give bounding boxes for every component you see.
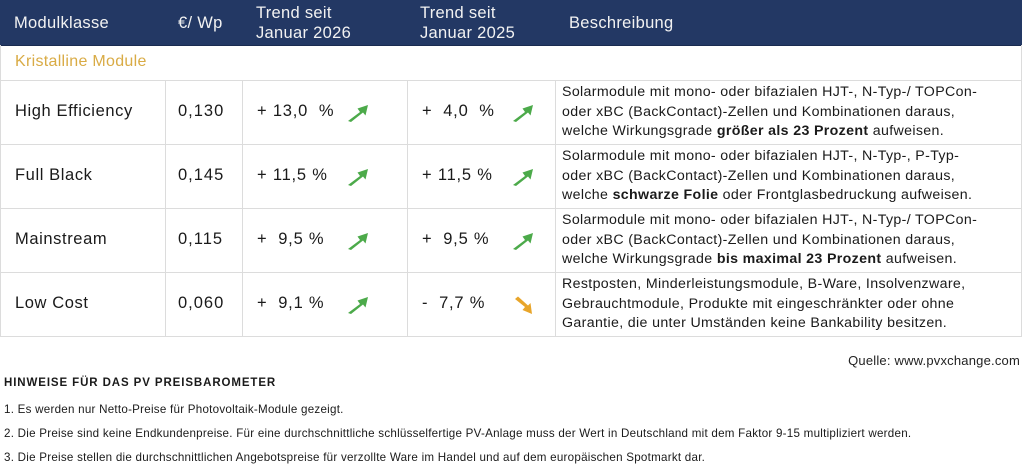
table-row: High Efficiency 0,130 + 13,0 % + 4,0 % S… xyxy=(0,80,1022,144)
trend-up-arrow-icon xyxy=(513,233,533,250)
trend-2026-cell: + 13,0 % xyxy=(242,81,407,144)
note-item: 2. Die Preise sind keine Endkundenpreise… xyxy=(4,427,912,440)
section-crystalline-modules: Kristalline Module xyxy=(0,45,1022,80)
price-cell: 0,145 xyxy=(165,145,242,208)
trend-2025-value: + 9,5 % xyxy=(422,230,490,248)
trend-2025-cell: + 9,5 % xyxy=(407,209,555,272)
header-trend-2025: Trend seit Januar 2025 xyxy=(420,3,515,43)
trend-up-arrow-icon xyxy=(348,297,368,314)
header-trend-2026-line1: Trend seit xyxy=(256,4,332,22)
price-cell: 0,060 xyxy=(165,273,242,336)
note-item: 3. Die Preise stellen die durchschnittli… xyxy=(4,451,706,464)
trend-2025-value: + 11,5 % xyxy=(422,166,493,184)
module-class-cell: Full Black xyxy=(0,145,165,208)
module-class-name: Full Black xyxy=(15,166,93,184)
trend-down-arrow-icon xyxy=(515,296,532,314)
note-item: 1. Es werden nur Netto-Preise für Photov… xyxy=(4,403,344,416)
description-text: Solarmodule mit mono- oder bifazialen HJ… xyxy=(562,212,978,267)
table-row: Mainstream 0,115 + 9,5 % + 9,5 % Solarmo… xyxy=(0,208,1022,272)
header-description: Beschreibung xyxy=(569,14,674,32)
description-text: Solarmodule mit mono- oder bifazialen HJ… xyxy=(562,84,978,139)
trend-up-arrow-icon xyxy=(513,169,533,186)
module-class-cell: Mainstream xyxy=(0,209,165,272)
trend-2025-value: - 7,7 % xyxy=(422,294,486,312)
trend-up-arrow-icon xyxy=(348,105,368,122)
header-module-class: Modulklasse xyxy=(14,14,110,32)
header-price: €/ Wp xyxy=(178,14,223,32)
description-text: Solarmodule mit mono- oder bifazialen HJ… xyxy=(562,148,973,203)
trend-up-arrow-icon xyxy=(348,233,368,250)
price-value: 0,115 xyxy=(178,230,224,248)
trend-2026-cell: + 9,5 % xyxy=(242,209,407,272)
trend-2026-cell: + 9,1 % xyxy=(242,273,407,336)
trend-up-arrow-icon xyxy=(348,169,368,186)
trend-2026-value: + 9,1 % xyxy=(257,294,325,312)
table-header: Modulklasse €/ Wp Trend seit Januar 2026… xyxy=(0,0,1022,46)
price-cell: 0,130 xyxy=(165,81,242,144)
module-class-name: High Efficiency xyxy=(15,102,133,120)
source-credit: Quelle: www.pvxchange.com xyxy=(848,353,1020,368)
description-cell: Solarmodule mit mono- oder bifazialen HJ… xyxy=(555,81,1022,144)
trend-up-arrow-icon xyxy=(513,105,533,122)
price-value: 0,130 xyxy=(178,102,225,120)
trend-2026-value: + 9,5 % xyxy=(257,230,325,248)
trend-2026-value: + 11,5 % xyxy=(257,166,328,184)
module-class-name: Mainstream xyxy=(15,230,108,248)
table-row: Low Cost 0,060 + 9,1 % - 7,7 % Restposte… xyxy=(0,272,1022,337)
header-trend-2026: Trend seit Januar 2026 xyxy=(256,3,351,43)
section-label: Kristalline Module xyxy=(15,53,147,70)
header-trend-2025-line2: Januar 2025 xyxy=(420,24,516,42)
trend-2026-value: + 13,0 % xyxy=(257,102,335,120)
description-text: Restposten, Minderleistungsmodule, B-War… xyxy=(562,276,966,331)
trend-2025-cell: - 7,7 % xyxy=(407,273,555,336)
header-trend-2025-line1: Trend seit xyxy=(420,4,496,22)
description-cell: Solarmodule mit mono- oder bifazialen HJ… xyxy=(555,209,1022,272)
description-cell: Solarmodule mit mono- oder bifazialen HJ… xyxy=(555,145,1022,208)
trend-2025-cell: + 11,5 % xyxy=(407,145,555,208)
table-row: Full Black 0,145 + 11,5 % + 11,5 % Solar… xyxy=(0,144,1022,208)
header-trend-2026-line2: Januar 2026 xyxy=(256,24,352,42)
module-class-cell: Low Cost xyxy=(0,273,165,336)
trend-2026-cell: + 11,5 % xyxy=(242,145,407,208)
module-class-cell: High Efficiency xyxy=(0,81,165,144)
module-class-name: Low Cost xyxy=(15,294,89,312)
price-cell: 0,115 xyxy=(165,209,242,272)
description-cell: Restposten, Minderleistungsmodule, B-War… xyxy=(555,273,1022,336)
trend-2025-cell: + 4,0 % xyxy=(407,81,555,144)
notes-title: HINWEISE FÜR DAS PV PREISBAROMETER xyxy=(4,377,277,389)
price-value: 0,060 xyxy=(178,294,225,312)
price-value: 0,145 xyxy=(178,166,225,184)
trend-2025-value: + 4,0 % xyxy=(422,102,495,120)
